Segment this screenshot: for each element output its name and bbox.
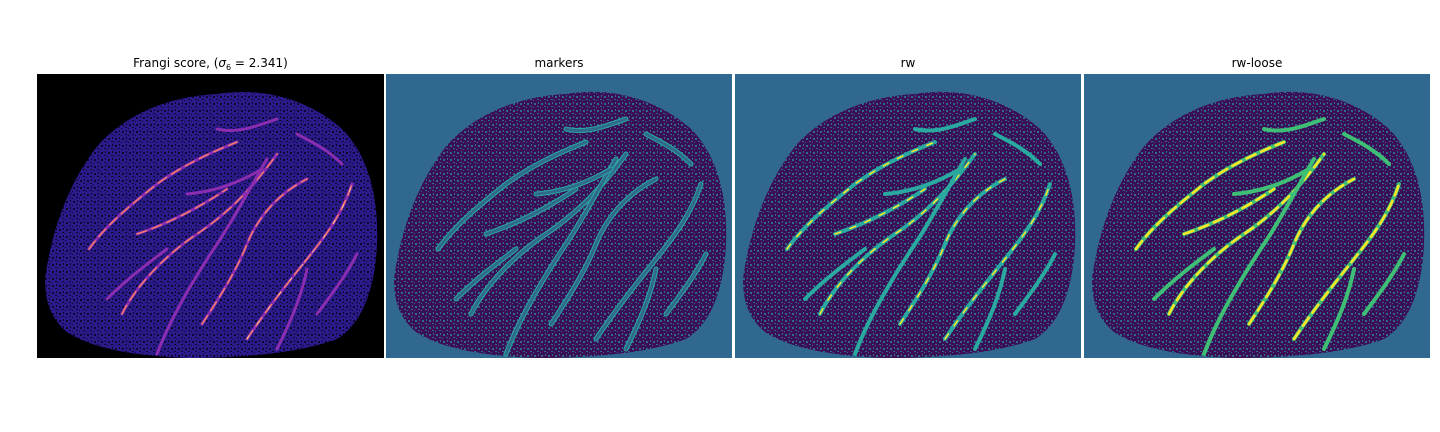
vessel-marker — [549, 177, 658, 326]
vessel-marker — [454, 247, 518, 301]
vessel-core — [201, 178, 308, 325]
vessel — [315, 252, 359, 316]
vessel-marker — [644, 132, 693, 166]
vessel — [1322, 267, 1356, 351]
vessel-marker — [484, 187, 578, 236]
vessel — [803, 247, 867, 301]
vessel — [105, 247, 169, 301]
vessel — [155, 157, 269, 356]
vessel-marker — [564, 117, 628, 133]
vessel-core — [1292, 182, 1401, 341]
panel-title-rw-loose: rw-loose — [1231, 56, 1283, 70]
vessel — [853, 157, 967, 356]
panel-rw: rw — [735, 56, 1081, 358]
panel-rw-loose: rw-loose — [1084, 56, 1430, 358]
vessel-core — [1182, 187, 1276, 236]
vessel — [1152, 247, 1216, 301]
vessel — [1202, 157, 1316, 356]
vessel — [1362, 252, 1406, 316]
vessel-marker — [534, 167, 613, 196]
vessel — [993, 132, 1042, 166]
vessel-core — [819, 153, 976, 315]
vessel — [1232, 167, 1311, 196]
vessel-marker — [594, 182, 703, 341]
panel-frangi-score: Frangi score, (σ6 = 2.341) — [37, 56, 384, 358]
vessel-core — [1247, 177, 1356, 326]
vessel — [1134, 140, 1286, 251]
vessel-core — [121, 153, 278, 315]
vessel-core — [834, 188, 926, 235]
vessel — [295, 132, 344, 166]
panel-markers: markers — [386, 56, 732, 358]
vessel — [785, 140, 937, 251]
vessel — [87, 140, 239, 251]
vessel-core — [944, 183, 1051, 340]
panel-title-frangi: Frangi score, (σ6 = 2.341) — [133, 56, 288, 72]
vessel-marker — [664, 252, 708, 316]
vessel — [883, 167, 962, 196]
vessel-core — [136, 188, 228, 235]
vessel-marker — [436, 140, 588, 251]
vessel — [898, 177, 1007, 326]
vessel — [215, 117, 279, 133]
markers-image — [386, 74, 732, 358]
vessel-core — [1167, 152, 1326, 316]
frangi-vesselness-image — [37, 74, 384, 358]
rw-segmentation-image — [735, 74, 1081, 358]
vessel — [275, 267, 309, 351]
rw-loose-segmentation-image — [1084, 74, 1430, 358]
vessel-marker — [504, 157, 618, 356]
vessel — [1262, 117, 1326, 133]
vessel — [1342, 132, 1391, 166]
vessel — [1013, 252, 1057, 316]
vessel-marker — [624, 267, 658, 351]
vessel-core — [246, 183, 353, 340]
vessel — [185, 167, 264, 196]
vessel — [973, 267, 1007, 351]
panel-title-markers: markers — [534, 56, 584, 70]
vessel — [913, 117, 977, 133]
panel-title-rw: rw — [900, 56, 916, 70]
